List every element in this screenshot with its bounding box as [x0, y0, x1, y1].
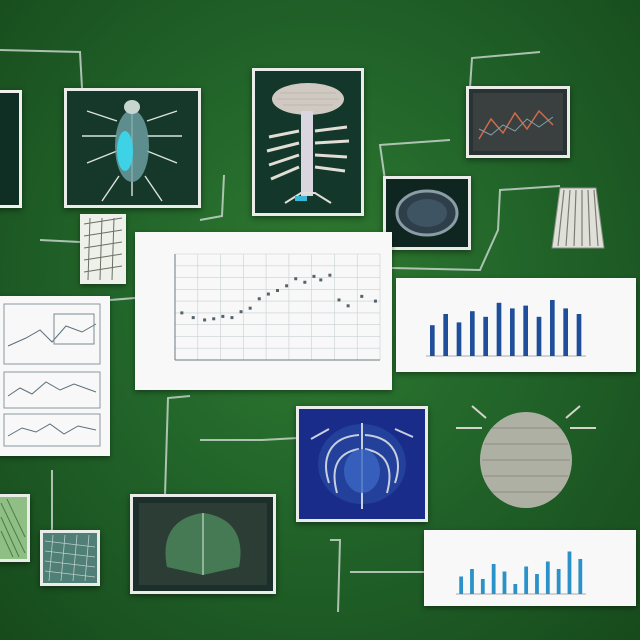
bar — [576, 314, 582, 356]
leaf-tile — [0, 494, 30, 562]
bar — [578, 559, 583, 594]
scatter-point — [239, 310, 243, 314]
scatter-chart-panel — [135, 232, 392, 390]
mini-line-chart-icon — [473, 93, 563, 151]
bar — [443, 314, 448, 356]
bar — [524, 566, 529, 594]
bar-chart-panel-light — [424, 530, 636, 606]
scatter-point — [248, 306, 252, 310]
leaf-scan-icon — [139, 503, 267, 585]
cell-image-frame — [383, 176, 471, 250]
scatter-point — [285, 284, 289, 288]
bar — [510, 308, 515, 356]
plot-document — [0, 296, 110, 456]
insect-diagram-icon — [82, 100, 182, 202]
ribcage-scan-icon — [310, 423, 414, 509]
shell-specimen — [452, 398, 600, 516]
bar — [545, 561, 550, 594]
bar-chart-light-blue — [456, 551, 586, 595]
pattern-tile — [40, 530, 100, 586]
scatter-point — [180, 311, 184, 315]
wing-pattern-icon — [551, 187, 605, 249]
bar — [556, 569, 561, 594]
bar — [513, 584, 518, 594]
bar — [459, 576, 464, 594]
wing-sample-tile-right — [550, 184, 606, 250]
bar — [502, 571, 507, 594]
bar — [563, 308, 568, 356]
bar — [480, 579, 485, 594]
scatter-point — [203, 318, 207, 322]
bar — [430, 325, 435, 356]
bar — [523, 305, 528, 356]
scatter-point — [230, 316, 234, 320]
scatter-point — [221, 314, 225, 318]
scatter-plot — [174, 253, 381, 361]
wing-sample-tile — [80, 214, 126, 284]
scatter-point — [276, 289, 279, 293]
scatter-point — [191, 316, 195, 320]
scatter-point — [303, 280, 307, 284]
bar — [567, 551, 572, 594]
scatter-point — [319, 278, 323, 282]
scatter-point — [294, 277, 298, 281]
bar — [535, 574, 539, 594]
insect-anatomy-frame — [64, 88, 201, 208]
bar-chart-panel-dark — [396, 278, 636, 372]
bar — [496, 302, 502, 356]
edge-image-frame-left — [0, 90, 22, 208]
bar — [536, 316, 542, 356]
cell-specimen-icon — [395, 189, 459, 237]
bar — [470, 569, 474, 594]
bar — [456, 322, 462, 356]
leaf-scan-frame — [130, 494, 276, 594]
scatter-point — [212, 317, 216, 321]
scatter-point — [360, 294, 364, 298]
scatter-point — [328, 273, 332, 277]
bar — [550, 300, 555, 356]
bar-chart-dark-blue — [426, 300, 586, 357]
scatter-point — [266, 292, 270, 296]
wing-pattern-icon — [83, 217, 123, 281]
scatter-point — [373, 299, 377, 303]
scatter-point — [257, 297, 261, 301]
leaf-texture-icon — [0, 498, 26, 558]
ribcage-scan-frame — [296, 406, 428, 522]
mushroom-specimen-icon — [266, 83, 350, 204]
scatter-point — [337, 298, 341, 302]
pattern-texture-icon — [44, 534, 96, 582]
line-chart-thumbnail — [466, 86, 570, 158]
bar — [470, 311, 475, 356]
specimen-frame-mushroom — [252, 68, 364, 216]
scatter-point — [346, 304, 350, 308]
bar — [491, 564, 496, 594]
document-plots-icon — [3, 303, 101, 447]
scatter-point — [312, 274, 316, 278]
shell-specimen-icon — [456, 405, 596, 508]
bar — [483, 316, 488, 356]
